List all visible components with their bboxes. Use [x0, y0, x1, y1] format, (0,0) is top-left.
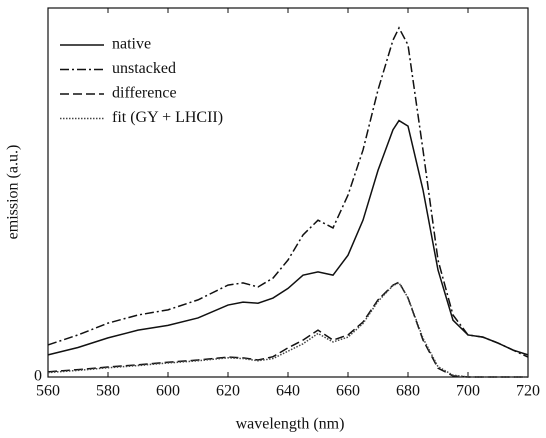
- y-axis-label: emission (a.u.): [5, 145, 22, 240]
- x-tick-label: 620: [216, 383, 240, 400]
- x-axis-label: wavelength (nm): [236, 416, 345, 433]
- legend-label: fit (GY + LHCII): [112, 109, 223, 126]
- legend-label: unstacked: [112, 60, 176, 77]
- y-tick-label: 0: [34, 368, 42, 385]
- series-line: [47, 281, 528, 378]
- x-tick-label: 700: [456, 383, 480, 400]
- x-tick-label: 680: [396, 383, 420, 400]
- x-tick-label: 560: [36, 383, 60, 400]
- series-line: [47, 26, 529, 358]
- x-tick-label: 600: [156, 383, 180, 400]
- x-tick-label: 660: [336, 383, 360, 400]
- legend-label: native: [112, 36, 151, 53]
- series-line: [47, 119, 529, 356]
- legend-label: difference: [112, 85, 177, 102]
- x-tick-label: 720: [516, 383, 540, 400]
- x-tick-label: 580: [96, 383, 120, 400]
- x-tick-label: 640: [276, 383, 300, 400]
- series-line: [47, 281, 528, 378]
